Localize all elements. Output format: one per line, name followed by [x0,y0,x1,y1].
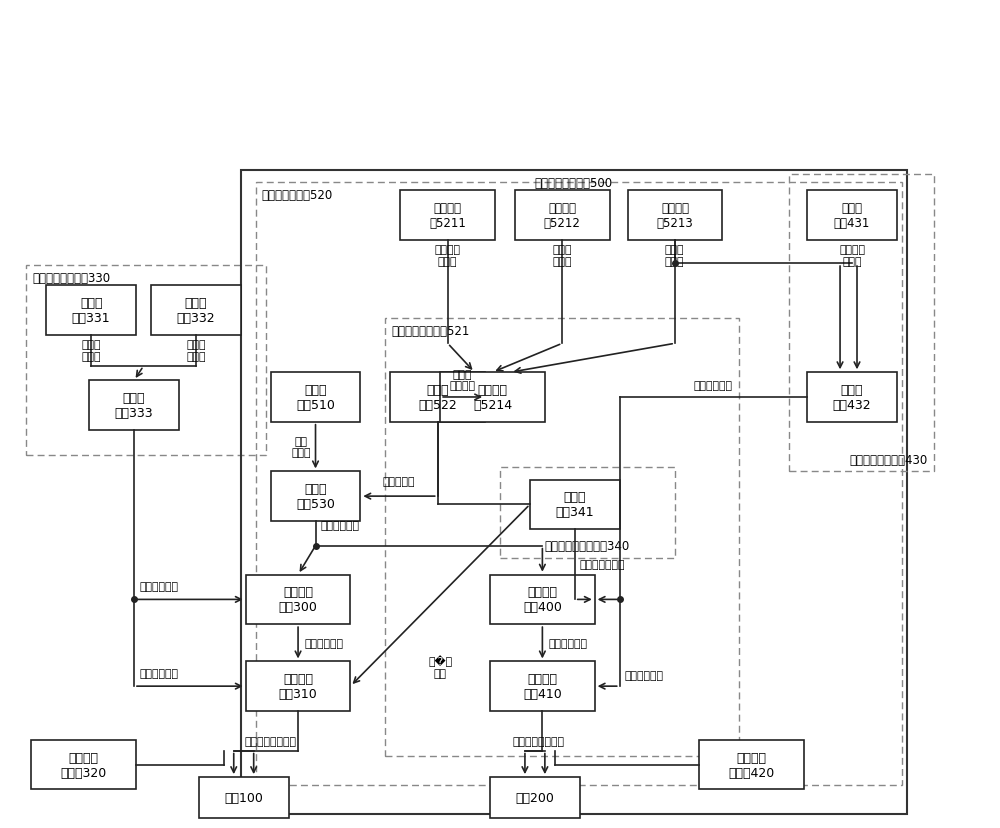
Text: 第二流量信号: 第二流量信号 [548,638,587,648]
Bar [699,740,804,789]
Text: 小阀前馈信号: 小阀前馈信号 [625,670,664,680]
Bar [89,381,179,431]
Bar [271,373,360,422]
Bar [500,468,675,558]
Bar [628,191,722,241]
Text: 负荷信号生成机构521: 负荷信号生成机构521 [391,325,470,338]
Text: 旁路蒸
汽流量: 旁路蒸 汽流量 [552,245,572,267]
Bar [807,373,897,422]
Text: 二回路
负荷信号: 二回路 负荷信号 [450,369,476,391]
Bar [789,175,934,472]
Bar [256,183,902,785]
Text: 第一压力
计5211: 第一压力 计5211 [429,202,466,230]
Bar [530,480,620,530]
Text: 第二处
理器522: 第二处 理器522 [418,383,457,412]
Text: 第二蒸汽
压力值: 第二蒸汽 压力值 [839,245,865,267]
Text: 负偏置信号生成机构340: 负偏置信号生成机构340 [545,540,630,552]
Text: 水位偏差信号: 水位偏差信号 [320,521,360,531]
Text: 二回路负荷信号: 二回路负荷信号 [580,560,625,570]
Bar [151,286,241,335]
Text: 偏差信号生成机构500: 偏差信号生成机构500 [535,176,613,190]
Text: 第三流
量计331: 第三流 量计331 [72,297,110,325]
Text: 第一蒸汽
压力值: 第一蒸汽 压力值 [434,245,460,267]
Text: 负荷比
较器341: 负荷比 较器341 [555,491,594,519]
Bar [390,373,485,422]
Bar [400,191,495,241]
Text: 小阀200: 小阀200 [515,792,554,804]
Bar [199,777,289,818]
Text: 出口蒸
汽流量: 出口蒸 汽流量 [186,339,206,361]
Text: 第二开度控制信号: 第二开度控制信号 [513,736,565,746]
Bar [515,191,610,241]
Text: 第一主控
制器300: 第一主控 制器300 [279,585,318,614]
Text: 第一流量
计5212: 第一流量 计5212 [544,202,581,230]
Text: 除氧蒸
汽流量: 除氧蒸 汽流量 [665,245,684,267]
Text: 水位
实测值: 水位 实测值 [291,436,311,458]
Text: 整定值生成机构520: 整定值生成机构520 [262,189,333,202]
Bar [490,662,595,711]
Text: 第一处
理器530: 第一处 理器530 [296,483,335,511]
Text: 汽水失配信号: 汽水失配信号 [139,581,178,591]
Text: 第一流量信号: 第一流量信号 [304,638,343,648]
Text: 失配信号生成机构330: 失配信号生成机构330 [32,272,110,284]
Bar [246,662,350,711]
Text: 进口给
水流量: 进口给 水流量 [81,339,101,361]
Text: 第二副控
制器410: 第二副控 制器410 [523,672,562,700]
Bar [241,171,907,814]
Text: 第二主控
制器400: 第二主控 制器400 [523,585,562,614]
Text: 第四流
量计332: 第四流 量计332 [177,297,215,325]
Text: 第一手动
控制器320: 第一手动 控制器320 [61,751,107,778]
Text: 前馈信号生成机构430: 前馈信号生成机构430 [850,453,928,466]
Text: 第三处理
器5214: 第三处理 器5214 [473,383,512,412]
Bar [26,266,266,455]
Text: 汽水失配信号: 汽水失配信号 [139,668,178,678]
Text: 水位整定值: 水位整定值 [383,477,415,487]
Text: 水位变
送器510: 水位变 送器510 [296,383,335,412]
Text: 第五处
理器333: 第五处 理器333 [115,392,153,420]
Bar [246,575,350,624]
Text: 负�置
信号: 负�置 信号 [428,655,452,678]
Bar [490,777,580,818]
Bar [46,286,136,335]
Text: 第四处
理器432: 第四处 理器432 [833,383,871,412]
Text: 第二手动
控制器420: 第二手动 控制器420 [729,751,775,778]
Bar [385,319,739,757]
Bar [271,472,360,522]
Bar [31,740,136,789]
Text: 小阀前馈信号: 小阀前馈信号 [694,381,733,391]
Text: 第二压
力计431: 第二压 力计431 [834,202,870,230]
Bar [440,373,545,422]
Text: 第一副控
制器310: 第一副控 制器310 [279,672,317,700]
Text: 第一开度控制信号: 第一开度控制信号 [245,736,297,746]
Bar [490,575,595,624]
Bar [807,191,897,241]
Text: 第二流量
计5213: 第二流量 计5213 [657,202,693,230]
Text: 大阀100: 大阀100 [224,792,263,804]
